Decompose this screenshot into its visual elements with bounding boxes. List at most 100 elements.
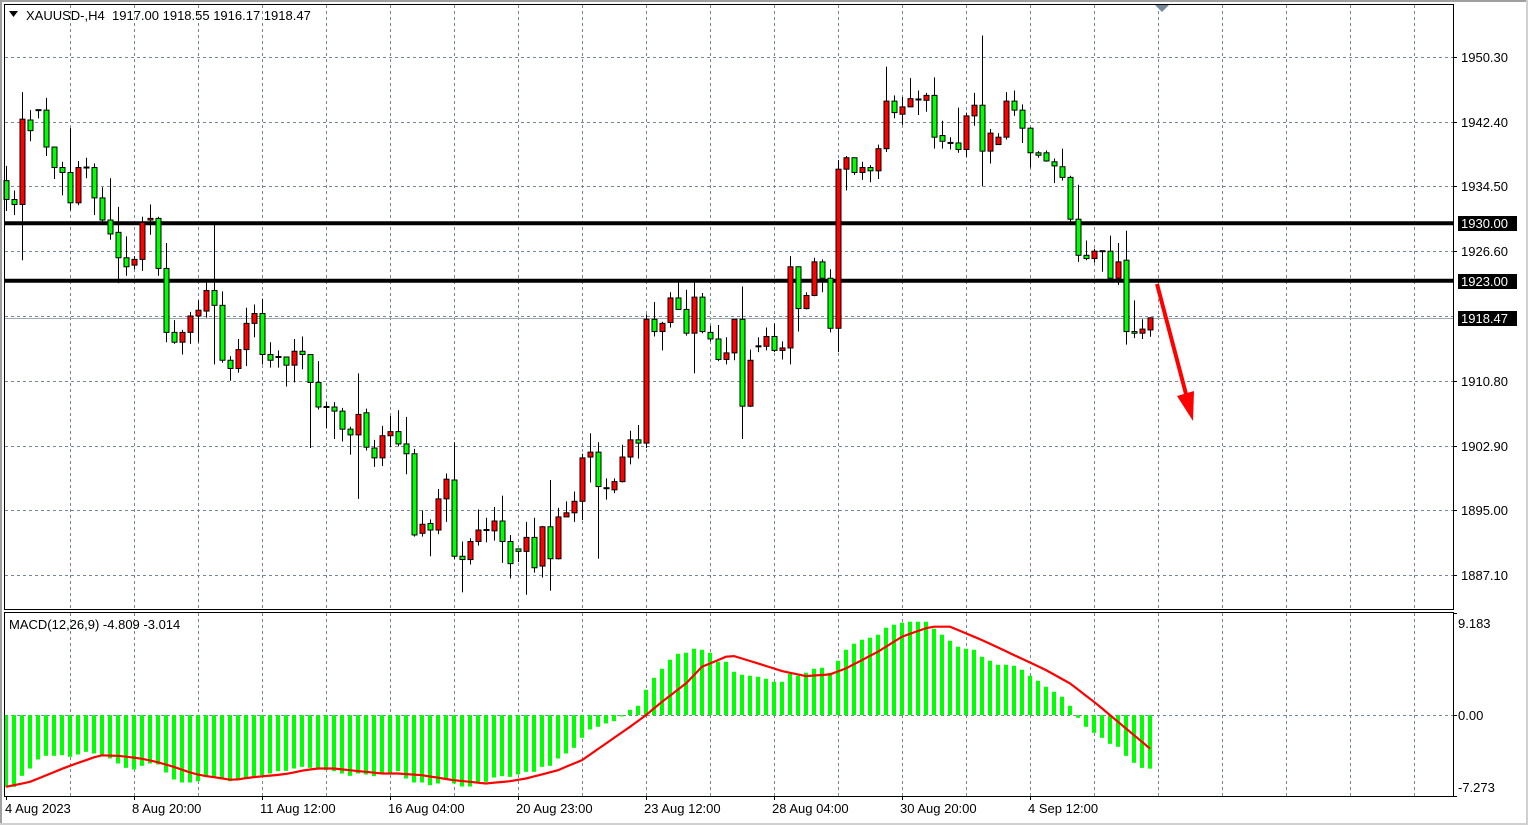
macd-histogram-bar [1124, 715, 1128, 756]
candle [603, 478, 610, 500]
macd-histogram-bar [996, 664, 1000, 716]
time-tick-label: 4 Sep 12:00 [1028, 801, 1098, 816]
macd-histogram-bar [532, 715, 536, 772]
macd-histogram-bar [372, 715, 376, 777]
candle-body-bull [835, 168, 842, 329]
candle [99, 187, 106, 225]
macd-histogram-bar [84, 715, 88, 752]
candle [259, 298, 266, 365]
candle [11, 190, 18, 216]
macd-histogram-bar [356, 715, 360, 774]
macd-histogram-bar [668, 659, 672, 716]
candle [371, 439, 378, 467]
candle [859, 161, 866, 180]
candle [139, 216, 146, 271]
macd-histogram-bar [444, 715, 448, 780]
candle-body-bear [1075, 218, 1082, 256]
candle [1075, 184, 1082, 262]
macd-histogram-bar [724, 661, 728, 716]
candle-body-bear [979, 104, 986, 152]
candle-body-bear [891, 100, 898, 114]
macd-histogram-bar [780, 681, 784, 716]
candle [915, 90, 922, 116]
candle-body-bull [971, 104, 978, 117]
macd-histogram-bar [188, 715, 192, 783]
candlestick-series [3, 35, 1154, 595]
macd-histogram-bar [76, 715, 80, 755]
macd-histogram-bar [44, 715, 48, 756]
symbol-label: XAUUSD-,H4 [26, 8, 105, 23]
candle [691, 281, 698, 374]
macd-histogram-bar [1132, 715, 1136, 763]
candle [843, 156, 850, 191]
candle-body-bull [923, 94, 930, 101]
candle-body-bull [435, 498, 442, 531]
price-axis: 1950.30 1942.40 1934.50 1926.60 1910.80 1902.… [1453, 50, 1517, 583]
candle-body-bear [595, 451, 602, 488]
candle [523, 521, 530, 595]
macd-histogram-bar [332, 715, 336, 772]
candle [1019, 104, 1026, 143]
candle [467, 538, 474, 565]
candle [875, 144, 882, 180]
candle [107, 178, 114, 240]
candle-body-bear [531, 536, 538, 569]
candle [1059, 148, 1066, 181]
macd-histogram-bar [100, 715, 104, 756]
macd-histogram-bar [964, 648, 968, 716]
candle [435, 489, 442, 535]
macd-histogram-bar [1028, 675, 1032, 716]
candle [947, 137, 954, 150]
candle-body-bull [963, 115, 970, 151]
candle [315, 361, 322, 410]
macd-histogram-bar [852, 643, 856, 716]
candle-body-bear [931, 94, 938, 138]
candle-body-bear [43, 109, 50, 148]
chart-shift-marker-icon[interactable] [1155, 5, 1169, 12]
candle-body-bull [787, 266, 794, 349]
time-tick-label: 30 Aug 20:00 [900, 801, 977, 816]
macd-histogram-bar [588, 715, 592, 730]
candle [731, 318, 738, 361]
candle-body-bear [339, 410, 346, 430]
candle-body-bear [347, 428, 354, 436]
macd-panel-frame [4, 612, 1454, 797]
candle-body-bull [803, 294, 810, 310]
macd-histogram-bar [1092, 715, 1096, 733]
down-arrow-annotation[interactable] [1155, 283, 1194, 421]
macd-histogram-bar [572, 715, 576, 748]
candle [939, 120, 946, 149]
candle-body-bull [147, 217, 154, 221]
macd-histogram-bar [220, 715, 224, 779]
macd-histogram-bar [972, 649, 976, 716]
candle [291, 338, 298, 383]
candle-body-bull [899, 106, 906, 115]
macd-histogram-bar [956, 646, 960, 716]
bid-price-label: 1918.47 [1461, 311, 1508, 326]
candle-body-bear [299, 350, 306, 356]
candle [43, 97, 50, 157]
candle-body-bear [507, 541, 514, 565]
candle [1131, 300, 1138, 339]
macd-histogram-bar [908, 621, 912, 716]
candle-body-bear [1035, 152, 1042, 156]
candle-body-bear [1107, 250, 1114, 279]
macd-histogram-bar [380, 715, 384, 773]
candle-body-bull [907, 98, 914, 108]
level-price-label: 1930.00 [1461, 216, 1508, 231]
candle [811, 257, 818, 297]
triangle-down-icon[interactable] [9, 11, 18, 17]
candle-body-bear [11, 199, 18, 205]
candle-body-bear [99, 197, 106, 221]
macd-histogram-bar [604, 715, 608, 724]
macd-histogram-bar [564, 715, 568, 754]
candle [1003, 92, 1010, 140]
macd-histogram-bar [836, 660, 840, 716]
candle [1115, 242, 1122, 285]
macd-histogram-bar [828, 672, 832, 716]
candle [91, 163, 98, 216]
macd-histogram-bar [700, 649, 704, 716]
candle [1035, 151, 1042, 158]
macd-histogram-bar [524, 715, 528, 772]
